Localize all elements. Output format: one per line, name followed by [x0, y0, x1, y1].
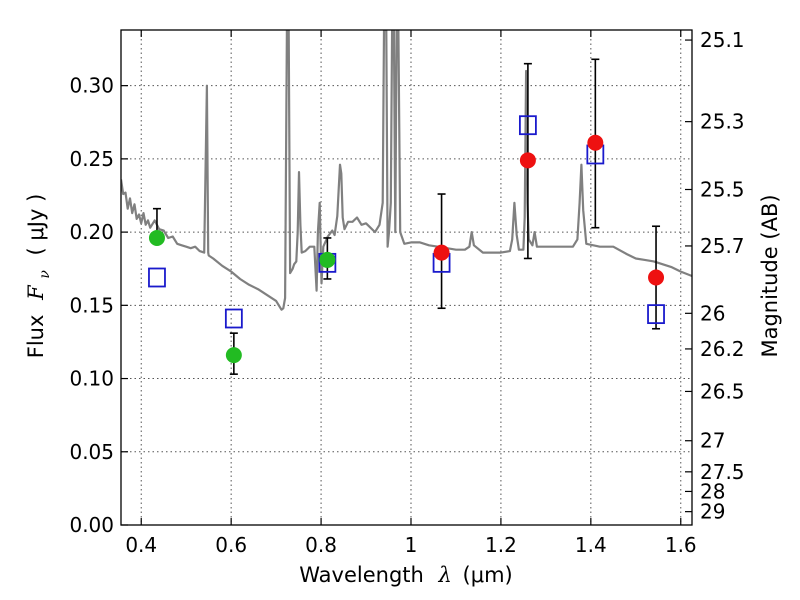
- model-photometry-square-1: [224, 308, 243, 329]
- x-axis-title: Wavelength λ (μm): [299, 563, 512, 587]
- magnitude-tick-label-8: 27.5: [700, 460, 745, 484]
- observed-nir-point-3: [648, 269, 665, 286]
- magnitude-tick-label-5: 26.2: [700, 337, 745, 361]
- y-tick-label-5: 0.25: [69, 147, 114, 171]
- x-tick-label-2: 0.8: [305, 533, 337, 557]
- y-axis-ticks: 0.00 0.05 0.10 0.15 0.20 0.25 0.30: [69, 74, 128, 537]
- magnitude-tick-label-7: 27: [700, 429, 725, 453]
- x-axis-title-unit: (μm): [463, 563, 513, 587]
- y-tick-label-0: 0.00: [69, 513, 114, 537]
- x-tick-label-5: 1.4: [575, 533, 607, 557]
- y-axis-title-unit: ( μJy ): [24, 194, 48, 256]
- magnitude-tick-label-2: 25.5: [700, 178, 745, 202]
- plot-frame: [120, 29, 693, 526]
- magnitude-tick-label-1: 25.3: [700, 110, 745, 134]
- plot-area: [121, 30, 692, 375]
- magnitude-axis-title: Magnitude (AB): [758, 194, 782, 357]
- x-axis-title-symbol: λ: [438, 563, 452, 587]
- observed-nir-point-0: [433, 244, 450, 261]
- x-tick-label-3: 1: [405, 533, 418, 557]
- magnitude-tick-label-10: 29: [700, 500, 725, 524]
- observed-optical-point-2: [319, 251, 336, 268]
- y-axis-title-subscript: ν: [37, 270, 53, 279]
- observed-optical-point-1: [225, 347, 242, 364]
- observed-nir-point-1: [519, 152, 536, 169]
- observed-optical-point-0: [148, 229, 165, 246]
- y-tick-label-1: 0.05: [69, 440, 114, 464]
- axes-frame: [120, 29, 693, 526]
- y-axis-title: Flux F ν ( μJy ): [24, 194, 54, 359]
- x-tick-label-6: 1.6: [665, 533, 697, 557]
- x-tick-label-1: 0.6: [215, 533, 247, 557]
- y-tick-label-3: 0.15: [69, 293, 114, 317]
- y-tick-label-4: 0.20: [69, 220, 114, 244]
- y-axis-title-symbol: F: [24, 284, 48, 301]
- grid-lines: [121, 30, 692, 526]
- x-axis-title-text: Wavelength: [299, 563, 424, 587]
- y-tick-label-2: 0.10: [69, 367, 114, 391]
- x-tick-label-4: 1.2: [485, 533, 517, 557]
- y-axis-title-text: Flux: [24, 315, 48, 359]
- model-photometry-square-0: [148, 267, 166, 288]
- magnitude-tick-label-4: 26: [700, 301, 725, 325]
- magnitude-tick-label-6: 26.5: [700, 379, 745, 403]
- x-tick-label-0: 0.4: [125, 533, 157, 557]
- x-axis-ticks: 0.4 0.6 0.8 1 1.2 1.4 1.6: [125, 30, 697, 557]
- model-spectrum-line: [121, 30, 692, 311]
- y-tick-label-6: 0.30: [69, 74, 114, 98]
- model-photometry-square-6: [647, 304, 665, 325]
- model-photometry-square-4: [518, 115, 537, 136]
- observed-nir-point-2: [587, 134, 604, 151]
- magnitude-tick-label-3: 25.7: [700, 234, 745, 258]
- magnitude-tick-label-9: 28: [700, 479, 725, 503]
- magnitude-tick-label-0: 25.1: [700, 28, 745, 52]
